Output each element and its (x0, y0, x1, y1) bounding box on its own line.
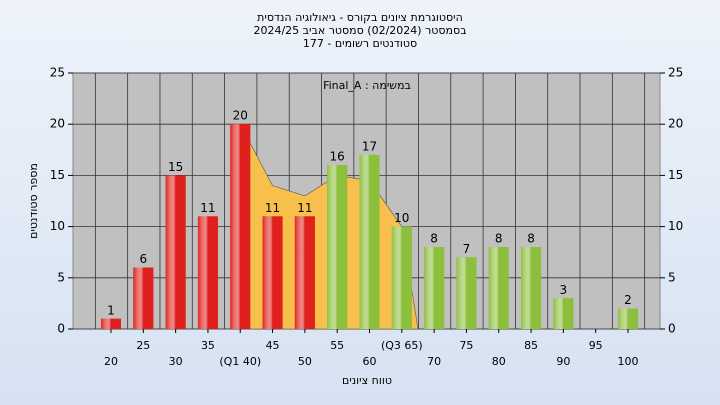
bar (262, 216, 283, 329)
y-axis-label: מספר סטודנטים (27, 163, 40, 239)
x-tick-label: 95 (589, 339, 603, 352)
value-label: 17 (362, 139, 377, 153)
bar (391, 226, 412, 329)
value-label: 8 (527, 232, 535, 246)
bar (294, 216, 315, 329)
y2-tick-label: 0 (668, 322, 676, 336)
value-label: 3 (560, 283, 568, 297)
value-label: 10 (394, 211, 409, 225)
bar (133, 267, 154, 329)
bar (359, 154, 380, 329)
bar (101, 318, 121, 329)
y-tick-label: 0 (57, 322, 65, 336)
y-tick-label: 20 (50, 117, 65, 131)
value-label: 8 (430, 232, 438, 246)
bar (197, 216, 218, 329)
title-line: סטודנטים רשומים - 177 (303, 37, 417, 50)
x-tick-label: 30 (169, 355, 183, 368)
y2-tick-label: 20 (668, 117, 683, 131)
x-tick-label: 20 (104, 355, 118, 368)
bar (488, 247, 509, 329)
y-tick-label: 25 (50, 66, 65, 80)
bar (327, 165, 348, 329)
x-tick-label: 55 (330, 339, 344, 352)
x-tick-label: 75 (459, 339, 473, 352)
x-tick-label: 100 (618, 355, 639, 368)
y-tick-label: 5 (57, 270, 65, 284)
x-tick-label: 80 (492, 355, 506, 368)
title-line: בסמסטר (02/2024) סמסטר אביב 2024/25 (253, 24, 466, 37)
value-label: 11 (200, 201, 215, 215)
bar (424, 247, 445, 329)
value-label: 16 (330, 150, 345, 164)
value-label: 20 (233, 109, 248, 123)
value-label: 11 (265, 201, 280, 215)
value-label: 2 (624, 293, 632, 307)
x-tick-label: 90 (556, 355, 570, 368)
value-label: 6 (139, 252, 147, 266)
x-tick-label: 25 (136, 339, 150, 352)
value-label: 11 (297, 201, 312, 215)
x-tick-label: (Q1 40) (219, 355, 261, 368)
y-tick-label: 15 (50, 168, 65, 182)
x-tick-label: 70 (427, 355, 441, 368)
x-tick-label: 35 (201, 339, 215, 352)
x-tick-label: (Q3 65) (381, 339, 423, 352)
x-tick-label: 60 (363, 355, 377, 368)
value-label: 7 (463, 242, 471, 256)
bar (230, 124, 251, 329)
value-label: 1 (107, 303, 115, 317)
x-tick-label: 45 (266, 339, 280, 352)
bar (618, 308, 638, 329)
value-label: 15 (168, 160, 183, 174)
y2-tick-label: 15 (668, 168, 683, 182)
bar (165, 175, 186, 329)
y2-tick-label: 25 (668, 66, 683, 80)
y2-tick-label: 10 (668, 219, 683, 233)
x-tick-label: 50 (298, 355, 312, 368)
bar (521, 247, 542, 329)
bar (553, 298, 574, 329)
title-line: היסטוגרמת ציונים בקורס - גיאולוגיה הנדסי… (257, 11, 463, 24)
y-tick-label: 10 (50, 219, 65, 233)
bar (456, 257, 477, 329)
x-tick-label: 85 (524, 339, 538, 352)
subtitle: Final_A : במשימה (323, 79, 411, 92)
y2-tick-label: 5 (668, 270, 676, 284)
x-axis-label: טווח ציונים (342, 374, 392, 387)
value-label: 8 (495, 232, 503, 246)
